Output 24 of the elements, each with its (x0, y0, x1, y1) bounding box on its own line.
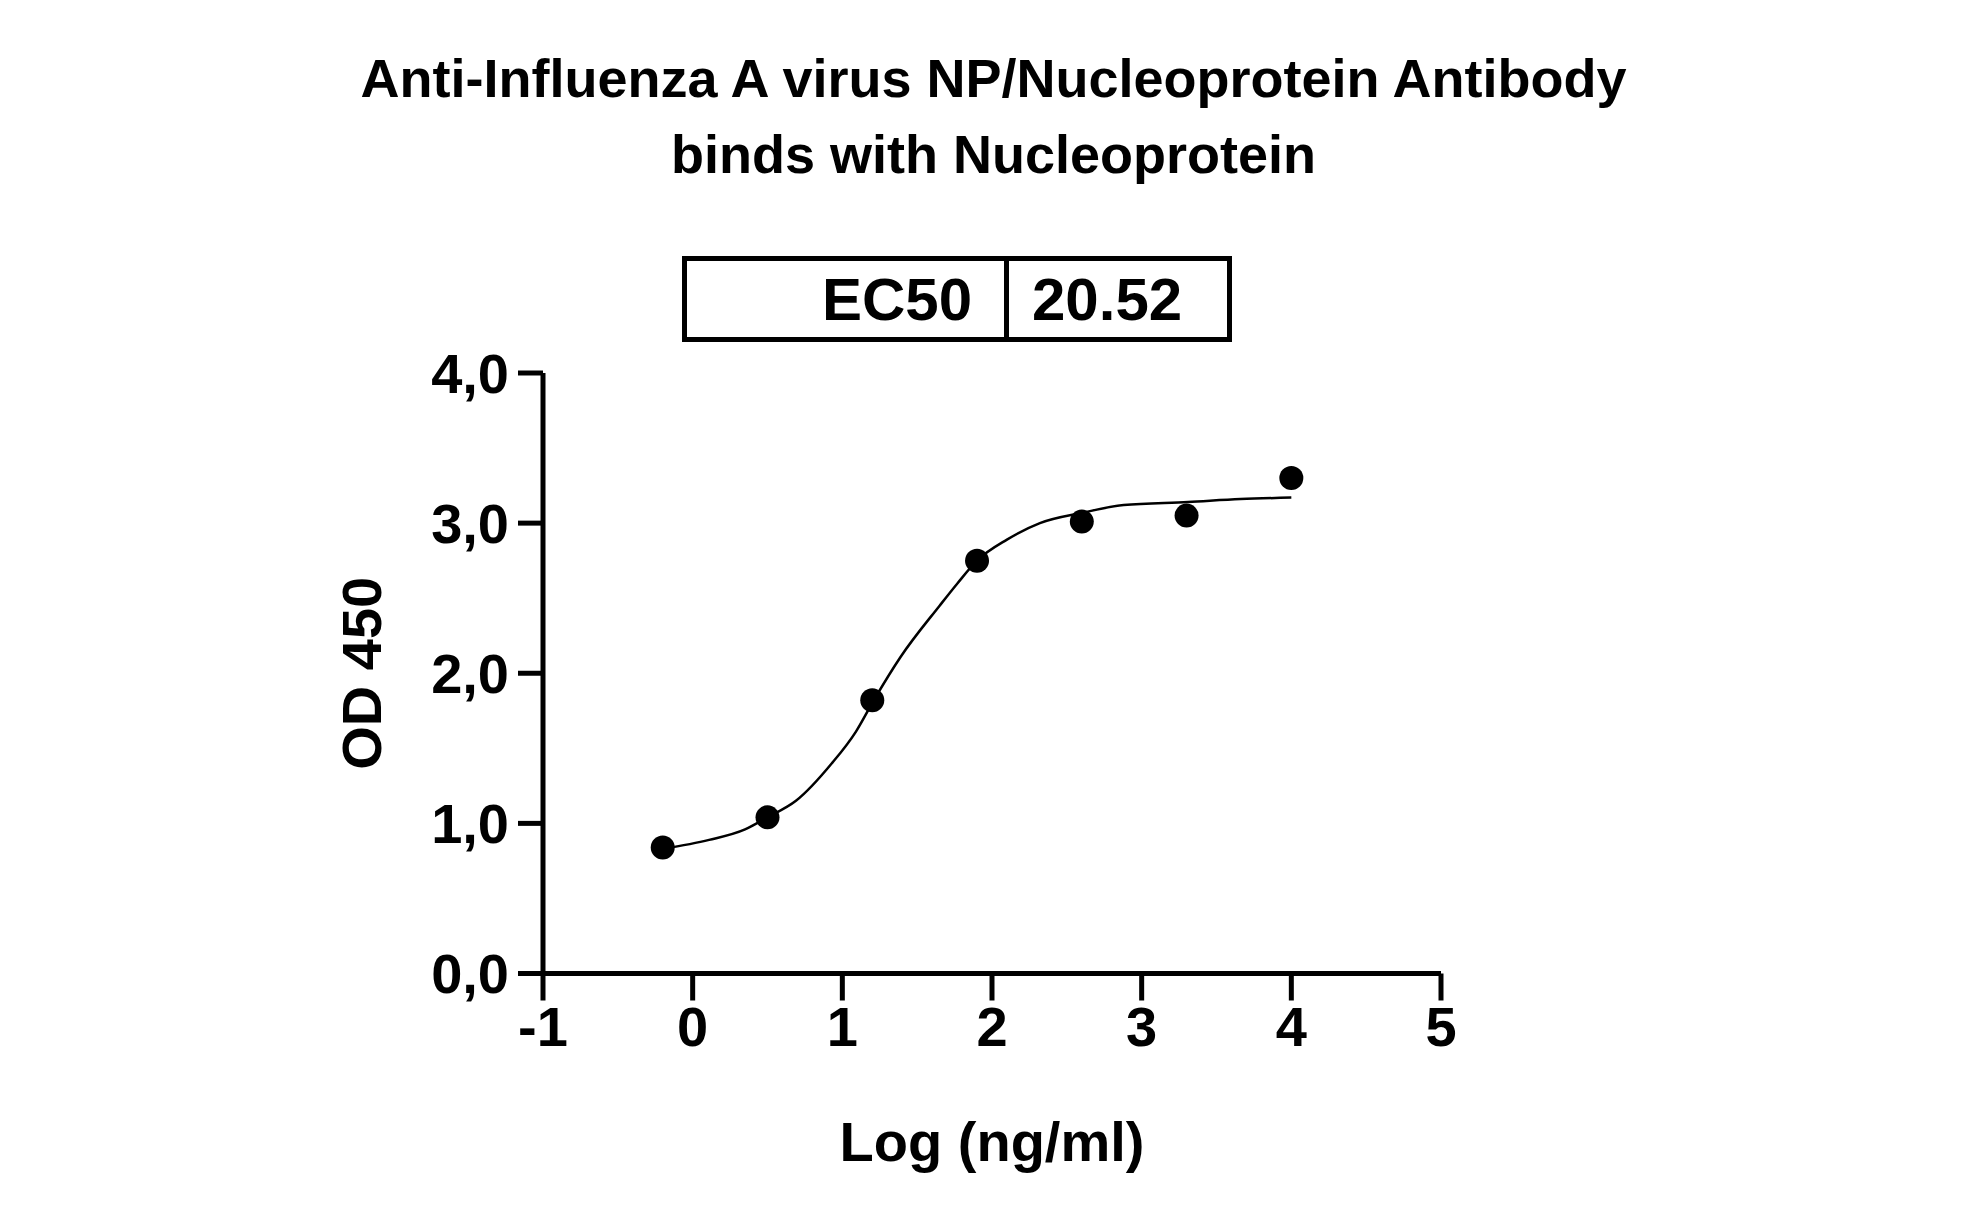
x-tick-label: 0 (677, 995, 709, 1059)
point (1069, 509, 1094, 534)
x-tick-label: 3 (1126, 995, 1158, 1059)
point (860, 688, 885, 713)
text: 20.52 (1032, 264, 1183, 334)
point (755, 805, 780, 830)
text: EC50 (821, 264, 972, 334)
point (1279, 466, 1304, 491)
x-axis-title: Log (ng/ml) (839, 1109, 1145, 1172)
y-axis-title: OD 450 (329, 576, 393, 770)
x-tick-label: -1 (518, 995, 568, 1059)
point (650, 835, 675, 860)
y-tick-label: 0,0 (431, 942, 509, 1006)
point (1174, 503, 1199, 528)
x-tick-label: 4 (1275, 995, 1307, 1059)
y-tick-label: 2,0 (431, 642, 509, 706)
x-tick-label: 5 (1425, 995, 1457, 1059)
y-tick-label: 4,0 (431, 341, 509, 405)
x-tick-label: 1 (826, 995, 858, 1059)
point (965, 548, 990, 573)
chart-title: Anti-Influenza A virus NP/Nucleoprotein Antibody binds with Nucleoprotein (359, 47, 1628, 186)
y-tick-label: 3,0 (431, 492, 509, 556)
y-tick-label: 1,0 (431, 792, 509, 856)
x-tick-label: 2 (976, 995, 1008, 1059)
